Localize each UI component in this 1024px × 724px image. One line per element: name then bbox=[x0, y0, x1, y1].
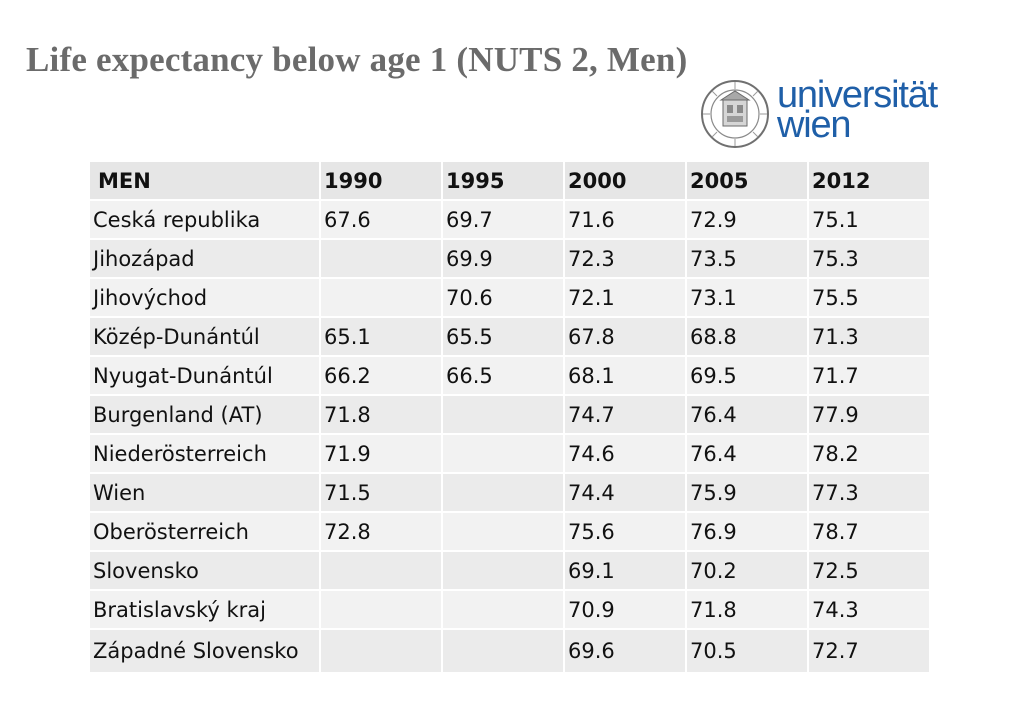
value-cell: 77.3 bbox=[808, 473, 931, 513]
region-name-cell: Bratislavský kraj bbox=[90, 590, 321, 630]
value-cell: 78.7 bbox=[808, 512, 931, 552]
value-cell: 75.5 bbox=[808, 278, 931, 318]
table-row: Oberösterreich 72.8 75.6 76.9 78.7 bbox=[90, 512, 931, 552]
value-cell: 66.2 bbox=[320, 356, 443, 396]
value-cell: 70.6 bbox=[442, 278, 565, 318]
value-cell bbox=[442, 629, 565, 674]
table-row: Ceská republika 67.6 69.7 71.6 72.9 75.1 bbox=[90, 200, 931, 240]
value-cell: 76.4 bbox=[686, 395, 809, 435]
region-name-cell: Nyugat-Dunántúl bbox=[90, 356, 321, 396]
table-row: Niederösterreich 71.9 74.6 76.4 78.2 bbox=[90, 434, 931, 474]
value-cell: 76.4 bbox=[686, 434, 809, 474]
column-header-year: 1990 bbox=[320, 162, 443, 201]
logo-text-line2: wien bbox=[777, 104, 852, 146]
column-header-year: 2000 bbox=[564, 162, 687, 201]
column-header-year: 2005 bbox=[686, 162, 809, 201]
value-cell: 71.8 bbox=[686, 590, 809, 630]
value-cell bbox=[320, 278, 443, 318]
column-header-region: MEN bbox=[90, 162, 321, 201]
value-cell: 72.8 bbox=[320, 512, 443, 552]
value-cell: 69.9 bbox=[442, 239, 565, 279]
value-cell: 78.2 bbox=[808, 434, 931, 474]
value-cell: 69.1 bbox=[564, 551, 687, 591]
value-cell bbox=[442, 512, 565, 552]
table-row: Západné Slovensko 69.6 70.5 72.7 bbox=[90, 629, 931, 674]
university-logo: universität wien bbox=[697, 74, 962, 150]
value-cell bbox=[442, 590, 565, 630]
value-cell: 72.5 bbox=[808, 551, 931, 591]
region-name-cell: Wien bbox=[90, 473, 321, 513]
value-cell bbox=[442, 551, 565, 591]
value-cell: 71.7 bbox=[808, 356, 931, 396]
value-cell: 70.9 bbox=[564, 590, 687, 630]
table-row: Jihovýchod 70.6 72.1 73.1 75.5 bbox=[90, 278, 931, 318]
table-row: Jihozápad 69.9 72.3 73.5 75.3 bbox=[90, 239, 931, 279]
value-cell bbox=[320, 590, 443, 630]
value-cell: 70.2 bbox=[686, 551, 809, 591]
value-cell: 76.9 bbox=[686, 512, 809, 552]
value-cell bbox=[442, 434, 565, 474]
region-name-cell: Západné Slovensko bbox=[90, 629, 321, 674]
value-cell: 74.4 bbox=[564, 473, 687, 513]
table-row: Nyugat-Dunántúl 66.2 66.5 68.1 69.5 71.7 bbox=[90, 356, 931, 396]
region-name-cell: Ceská republika bbox=[90, 200, 321, 240]
region-name-cell: Niederösterreich bbox=[90, 434, 321, 474]
value-cell: 71.6 bbox=[564, 200, 687, 240]
value-cell bbox=[442, 473, 565, 513]
value-cell: 68.1 bbox=[564, 356, 687, 396]
value-cell bbox=[320, 551, 443, 591]
university-seal-icon bbox=[701, 80, 769, 148]
value-cell: 73.1 bbox=[686, 278, 809, 318]
value-cell: 74.7 bbox=[564, 395, 687, 435]
logo-text-line1: universität bbox=[777, 74, 938, 116]
life-expectancy-table: MEN 1990 1995 2000 2005 2012 Ceská repub… bbox=[90, 162, 931, 674]
table-header-row: MEN 1990 1995 2000 2005 2012 bbox=[90, 162, 931, 201]
value-cell: 77.9 bbox=[808, 395, 931, 435]
region-name-cell: Közép-Dunántúl bbox=[90, 317, 321, 357]
value-cell: 72.7 bbox=[808, 629, 931, 674]
column-header-year: 2012 bbox=[808, 162, 931, 201]
table-row: Slovensko 69.1 70.2 72.5 bbox=[90, 551, 931, 591]
value-cell bbox=[320, 239, 443, 279]
table-row: Bratislavský kraj 70.9 71.8 74.3 bbox=[90, 590, 931, 630]
value-cell: 65.5 bbox=[442, 317, 565, 357]
region-name-cell: Slovensko bbox=[90, 551, 321, 591]
value-cell: 66.5 bbox=[442, 356, 565, 396]
value-cell: 71.3 bbox=[808, 317, 931, 357]
value-cell: 75.9 bbox=[686, 473, 809, 513]
value-cell: 75.6 bbox=[564, 512, 687, 552]
table-row: Közép-Dunántúl 65.1 65.5 67.8 68.8 71.3 bbox=[90, 317, 931, 357]
table-row: Wien 71.5 74.4 75.9 77.3 bbox=[90, 473, 931, 513]
value-cell: 69.5 bbox=[686, 356, 809, 396]
value-cell: 70.5 bbox=[686, 629, 809, 674]
value-cell bbox=[442, 395, 565, 435]
region-name-cell: Burgenland (AT) bbox=[90, 395, 321, 435]
value-cell: 71.5 bbox=[320, 473, 443, 513]
value-cell: 68.8 bbox=[686, 317, 809, 357]
table-row: Burgenland (AT) 71.8 74.7 76.4 77.9 bbox=[90, 395, 931, 435]
value-cell: 73.5 bbox=[686, 239, 809, 279]
value-cell: 65.1 bbox=[320, 317, 443, 357]
value-cell: 71.8 bbox=[320, 395, 443, 435]
value-cell: 69.6 bbox=[564, 629, 687, 674]
value-cell: 72.9 bbox=[686, 200, 809, 240]
value-cell: 67.6 bbox=[320, 200, 443, 240]
value-cell: 75.3 bbox=[808, 239, 931, 279]
region-name-cell: Jihozápad bbox=[90, 239, 321, 279]
value-cell: 72.3 bbox=[564, 239, 687, 279]
value-cell: 67.8 bbox=[564, 317, 687, 357]
value-cell: 71.9 bbox=[320, 434, 443, 474]
region-name-cell: Jihovýchod bbox=[90, 278, 321, 318]
value-cell: 74.3 bbox=[808, 590, 931, 630]
region-name-cell: Oberösterreich bbox=[90, 512, 321, 552]
value-cell: 75.1 bbox=[808, 200, 931, 240]
page-title: Life expectancy below age 1 (NUTS 2, Men… bbox=[26, 40, 688, 79]
value-cell: 72.1 bbox=[564, 278, 687, 318]
column-header-year: 1995 bbox=[442, 162, 565, 201]
value-cell: 69.7 bbox=[442, 200, 565, 240]
value-cell: 74.6 bbox=[564, 434, 687, 474]
value-cell bbox=[320, 629, 443, 674]
